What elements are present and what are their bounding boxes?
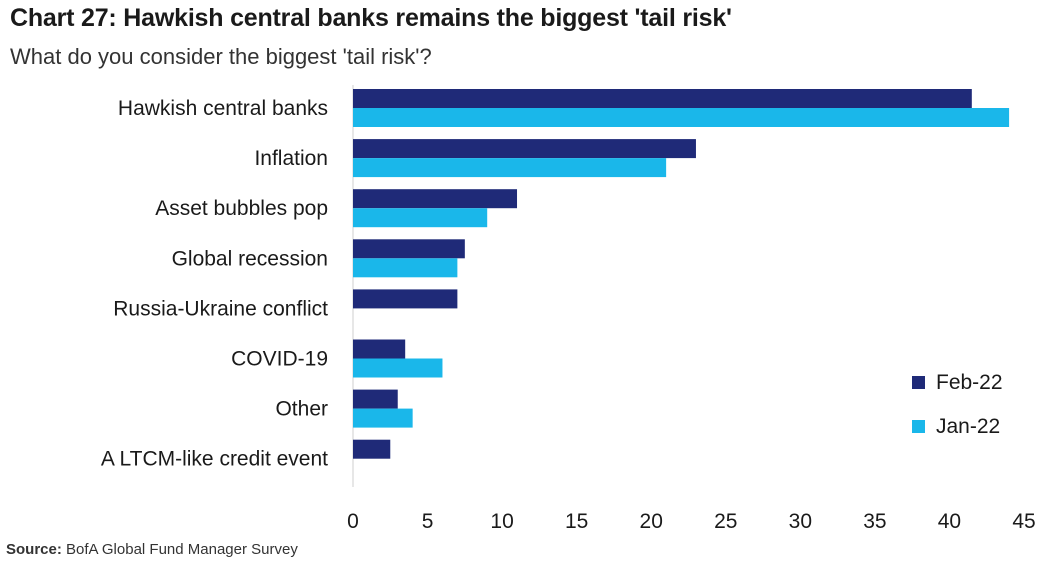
source-note: Source: BofA Global Fund Manager Survey [6, 541, 298, 558]
category-label-russia-ukraine-conflict: Russia-Ukraine conflict [113, 297, 328, 320]
bar-jan-22-covid-19 [353, 358, 443, 378]
bar-feb-22-russia-ukraine-conflict [353, 289, 458, 309]
x-tick-label-5: 5 [422, 510, 434, 533]
x-tick-label-10: 10 [490, 510, 513, 533]
source-text: BofA Global Fund Manager Survey [61, 541, 298, 558]
x-tick-label-25: 25 [714, 510, 737, 533]
bar-feb-22-asset-bubbles-pop [353, 189, 518, 209]
x-tick-label-30: 30 [789, 510, 812, 533]
bar-chart: Hawkish central banks Inflation Asset bubb… [101, 85, 1036, 533]
category-label-inflation: Inflation [254, 147, 328, 170]
bar-feb-22-inflation [353, 139, 696, 159]
bar-feb-22-hawkish-central-banks [353, 89, 972, 108]
category-label-asset-bubbles-pop: Asset bubbles pop [155, 197, 328, 220]
chart-subtitle: What do you consider the biggest 'tail r… [10, 44, 432, 69]
source-label: Source: [6, 541, 62, 558]
bar-jan-22-other [353, 408, 413, 428]
bar-jan-22-global-recession [353, 258, 458, 278]
legend-swatch-feb-22 [912, 376, 925, 389]
category-label-a-ltcm-like-credit-event: A LTCM-like credit event [101, 448, 328, 471]
category-label-global-recession: Global recession [172, 247, 328, 270]
legend-label-jan-22: Jan-22 [936, 415, 1000, 438]
category-label-hawkish-central-banks: Hawkish central banks [118, 97, 328, 120]
bar-feb-22-global-recession [353, 239, 465, 259]
x-tick-label-35: 35 [863, 510, 886, 533]
chart-title: Chart 27: Hawkish central banks remains … [10, 4, 732, 32]
bar-feb-22-other [353, 389, 398, 409]
legend-swatch-jan-22 [912, 420, 925, 433]
bar-feb-22-covid-19 [353, 339, 406, 359]
legend-label-feb-22: Feb-22 [936, 371, 1003, 394]
bar-jan-22-asset-bubbles-pop [353, 208, 488, 228]
x-tick-label-20: 20 [640, 510, 663, 533]
x-tick-label-0: 0 [347, 510, 359, 533]
category-label-covid-19: COVID-19 [231, 348, 328, 371]
bar-feb-22-a-ltcm-like-credit-event [353, 439, 391, 459]
bar-jan-22-inflation [353, 158, 667, 178]
x-tick-label-15: 15 [565, 510, 588, 533]
x-tick-label-40: 40 [938, 510, 961, 533]
x-tick-label-45: 45 [1012, 510, 1035, 533]
category-label-other: Other [275, 398, 328, 421]
bar-jan-22-hawkish-central-banks [353, 108, 1010, 127]
